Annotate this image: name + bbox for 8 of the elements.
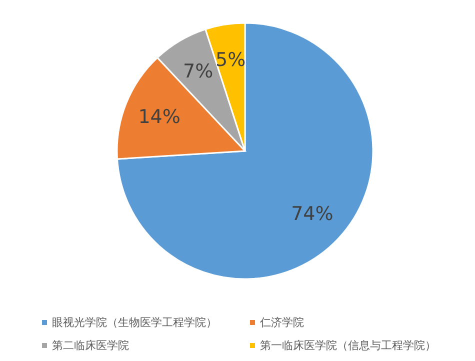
data-label: 14% [138, 106, 180, 128]
legend-label: 第二临床医学院 [52, 338, 129, 353]
legend-label: 第一临床医学院（信息与工程学院） [260, 338, 436, 353]
legend-label: 眼视光学院（生物医学工程学院） [52, 315, 217, 330]
pie-slice [116, 22, 374, 280]
data-label: 74% [291, 203, 334, 226]
legend-label: 仁济学院 [260, 315, 304, 330]
data-label: 7% [183, 60, 214, 83]
